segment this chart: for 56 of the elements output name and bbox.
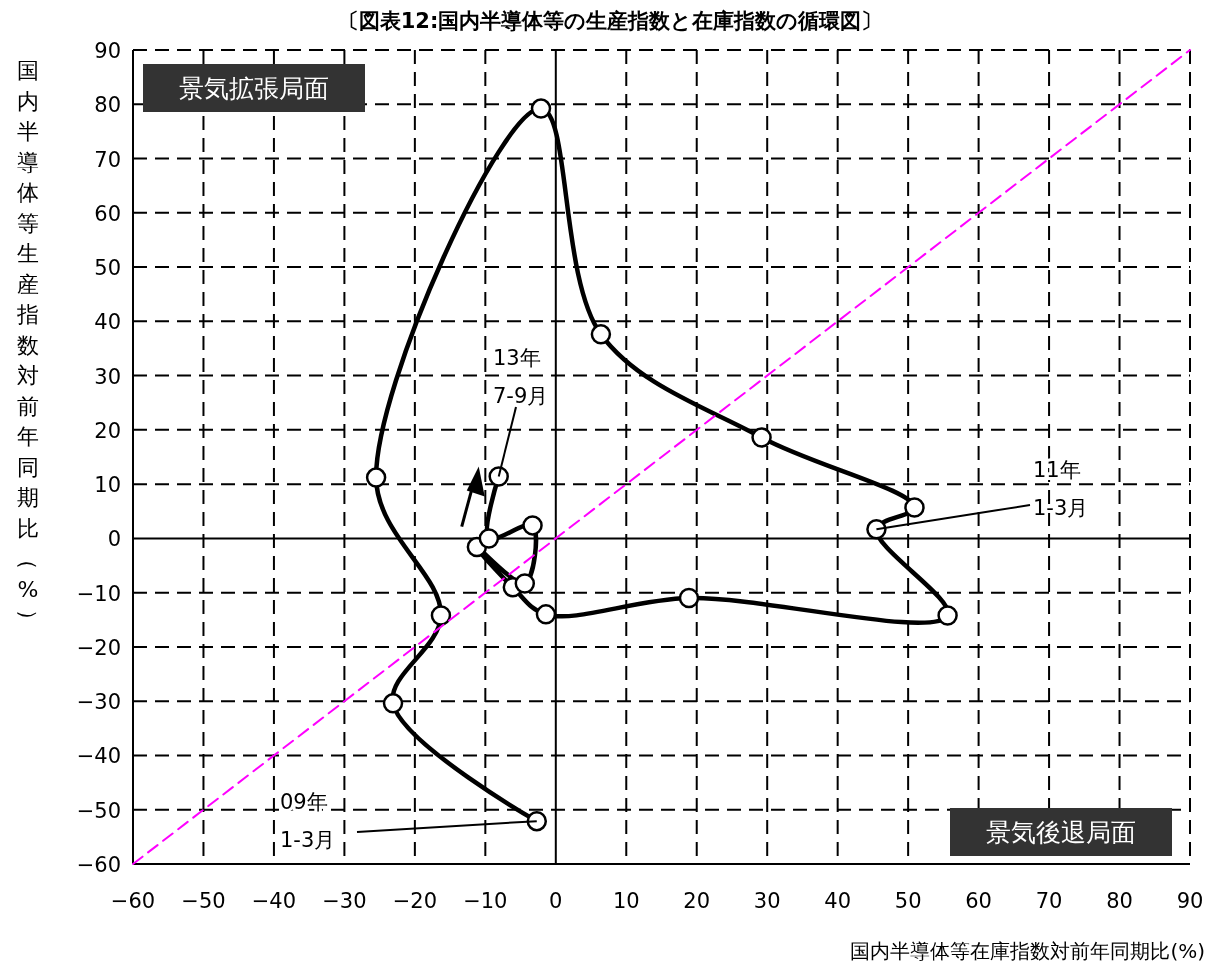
- point: [751, 427, 772, 448]
- y-tick-label: −60: [76, 853, 121, 877]
- annotation: 09年 1-3月: [280, 790, 336, 852]
- y-tick-label: 0: [107, 527, 121, 552]
- x-tick-label: 80: [1106, 889, 1133, 913]
- y-tick-label: 10: [94, 473, 121, 498]
- x-tick-label: 20: [683, 889, 711, 913]
- point: [590, 324, 612, 345]
- point: [478, 528, 500, 549]
- x-tick-label: −20: [392, 889, 438, 913]
- point: [514, 573, 536, 594]
- y-tick-label: 90: [94, 39, 121, 63]
- annotation: 11年 1-3月: [1033, 458, 1089, 520]
- point: [866, 518, 887, 540]
- point: [526, 810, 548, 832]
- point: [904, 497, 925, 518]
- y-tick-label: 20: [94, 418, 121, 443]
- x-axis-title: 国内半導体等在庫指数対前年同期比(%): [850, 939, 1205, 963]
- point: [678, 587, 700, 609]
- y-tick-label: −40: [76, 744, 121, 769]
- y-tick-label: 80: [94, 93, 121, 118]
- annotation: 景気拡張局面: [179, 74, 329, 103]
- x-tick-label: 10: [612, 889, 640, 913]
- point: [937, 605, 958, 626]
- x-tick-label: 40: [824, 889, 852, 913]
- x-tick-label: 30: [753, 889, 781, 913]
- point: [530, 98, 552, 119]
- annotation: 景気後退局面: [986, 818, 1136, 847]
- x-tick-label: 70: [1035, 889, 1063, 913]
- y-tick-label: −10: [76, 581, 121, 606]
- point: [535, 604, 557, 625]
- point: [522, 515, 543, 536]
- x-tick-label: 0: [549, 889, 563, 913]
- point: [430, 605, 452, 626]
- point: [382, 693, 404, 714]
- y-tick-label: 60: [94, 201, 121, 226]
- x-tick-label: −30: [322, 889, 367, 913]
- y-tick-label: −50: [76, 798, 121, 823]
- text: 国内半導体等生産指数対前年同期比（%）: [16, 58, 41, 631]
- point: [488, 466, 509, 487]
- x-tick-label: 90: [1176, 889, 1204, 913]
- x-tick-label: −60: [110, 889, 156, 913]
- x-tick-label: −50: [181, 889, 226, 913]
- y-tick-label: 40: [94, 310, 121, 335]
- y-tick-label: 70: [94, 147, 121, 172]
- y-tick-label: −30: [76, 690, 121, 715]
- chart-title: 〔図表12:国内半導体等の生産指数と在庫指数の循環図〕: [337, 9, 883, 33]
- annotation: 13年 7-9月: [493, 346, 549, 408]
- point: [365, 467, 387, 488]
- x-tick-label: 50: [894, 889, 922, 913]
- y-tick-label: −20: [76, 635, 121, 660]
- x-tick-label: −40: [251, 889, 297, 913]
- y-tick-label: 50: [94, 256, 121, 281]
- x-tick-label: −10: [463, 889, 508, 913]
- x-tick-label: 60: [965, 889, 992, 913]
- y-tick-label: 30: [94, 364, 121, 389]
